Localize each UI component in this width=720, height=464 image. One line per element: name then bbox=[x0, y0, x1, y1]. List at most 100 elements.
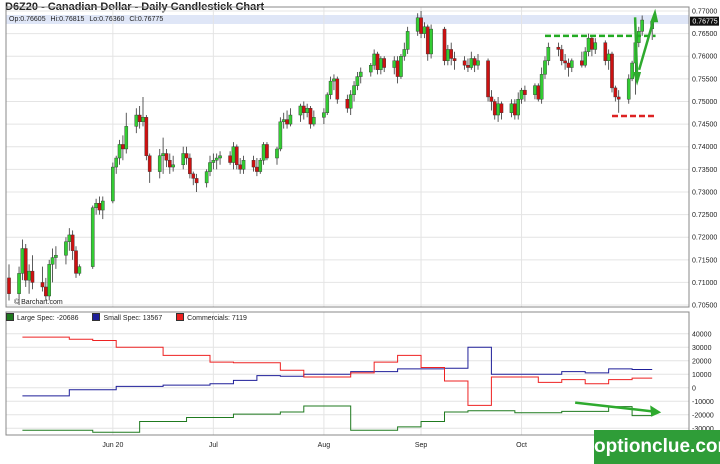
cot-series-line bbox=[22, 405, 653, 433]
brand-badge[interactable]: optionclue.com bbox=[594, 430, 720, 464]
candle bbox=[556, 42, 561, 57]
candle-body bbox=[499, 103, 504, 113]
price-grid bbox=[6, 7, 689, 435]
candle bbox=[305, 103, 309, 118]
cot-legend: Large Spec: -20686 Small Spec: 13567 Com… bbox=[6, 313, 259, 323]
candle bbox=[372, 49, 376, 70]
candle-body bbox=[258, 160, 263, 172]
x-ticks: Jun 20 Jul Aug Sep Oct bbox=[102, 442, 527, 449]
candle-body bbox=[157, 155, 162, 172]
price-y-tick-label: 0.74000 bbox=[692, 144, 717, 151]
candle bbox=[204, 169, 209, 188]
candle-body bbox=[559, 49, 564, 61]
candle bbox=[312, 110, 316, 127]
candle bbox=[466, 58, 470, 73]
candle bbox=[114, 155, 118, 174]
candle bbox=[44, 277, 48, 301]
x-tick-label: Jun 20 bbox=[102, 442, 123, 449]
candle-body bbox=[613, 87, 618, 98]
candle bbox=[533, 83, 537, 100]
candle-body bbox=[640, 19, 644, 32]
candle-body bbox=[167, 160, 172, 168]
legend-label-small-spec: Small Spec: 13567 bbox=[103, 315, 163, 322]
candle-body bbox=[429, 28, 433, 55]
candle-body bbox=[208, 162, 212, 172]
candle bbox=[211, 153, 216, 170]
ohlc-low: Lo:0.76360 bbox=[89, 16, 125, 23]
candle-body bbox=[345, 99, 350, 109]
price-y-tick-label: 0.72000 bbox=[692, 235, 717, 242]
candle bbox=[375, 51, 380, 75]
candle bbox=[194, 173, 199, 192]
candle-body bbox=[40, 282, 45, 288]
candle bbox=[603, 40, 608, 66]
candle-body bbox=[580, 60, 584, 66]
candle-body bbox=[251, 160, 256, 168]
candle bbox=[580, 51, 584, 68]
candle bbox=[415, 13, 420, 36]
candle bbox=[40, 266, 45, 292]
candle-body bbox=[358, 71, 363, 77]
candle-body bbox=[492, 101, 497, 116]
candle-body bbox=[281, 119, 286, 123]
candle-body bbox=[325, 94, 330, 113]
candle bbox=[278, 117, 283, 152]
x-tick-label: Jul bbox=[209, 442, 218, 449]
candle bbox=[563, 53, 567, 70]
candle bbox=[214, 153, 219, 170]
candle bbox=[261, 142, 266, 165]
candle bbox=[30, 255, 35, 290]
cot-arrow-head bbox=[650, 405, 662, 417]
candle-body bbox=[231, 146, 236, 163]
candle-body bbox=[114, 157, 118, 168]
candle bbox=[442, 26, 447, 66]
down-arrow-head bbox=[633, 72, 642, 86]
cot-y-tick-label: 20000 bbox=[692, 358, 712, 365]
candle-body bbox=[606, 53, 611, 61]
candle-body bbox=[616, 96, 621, 100]
candle-body bbox=[234, 146, 239, 166]
candle-body bbox=[241, 160, 246, 170]
legend-item-large-spec: Large Spec: -20686 bbox=[6, 313, 79, 324]
price-y-tick-label: 0.72500 bbox=[692, 212, 717, 219]
candle bbox=[77, 264, 82, 276]
down-arrow bbox=[633, 17, 639, 77]
candle-body bbox=[355, 76, 360, 86]
candle-body bbox=[486, 60, 490, 98]
legend-label-commercials: Commercials: 7119 bbox=[187, 315, 247, 322]
candle-body bbox=[124, 126, 129, 150]
candle-body bbox=[228, 155, 232, 163]
cot-grid bbox=[6, 333, 689, 429]
candle bbox=[164, 148, 169, 168]
candle-body bbox=[593, 42, 598, 50]
cot-series-line bbox=[22, 336, 653, 406]
legend-item-commercials: Commercials: 7119 bbox=[176, 313, 247, 324]
candle bbox=[392, 56, 397, 75]
candle bbox=[422, 22, 427, 39]
candle-body bbox=[415, 17, 420, 32]
candle bbox=[486, 58, 490, 102]
candle bbox=[124, 112, 129, 154]
candle bbox=[325, 92, 330, 116]
candle bbox=[379, 56, 383, 75]
candle bbox=[570, 58, 574, 73]
candle-body bbox=[523, 89, 527, 95]
candle-body bbox=[322, 112, 326, 118]
candle-body bbox=[375, 53, 380, 70]
candle-body bbox=[630, 62, 634, 80]
cot-y-tick-label: 0 bbox=[692, 385, 696, 392]
candle bbox=[496, 96, 500, 122]
candle-body bbox=[181, 153, 186, 166]
candle-body bbox=[94, 203, 98, 208]
cot-pane-frame bbox=[5, 311, 690, 436]
candle-body bbox=[188, 157, 192, 175]
candle-body bbox=[419, 17, 423, 34]
candle bbox=[285, 110, 289, 129]
candle-body bbox=[50, 257, 55, 265]
ohlc-close: Cl:0.76775 bbox=[129, 16, 164, 23]
candle-body bbox=[539, 74, 544, 100]
candle bbox=[369, 63, 373, 77]
candle-body bbox=[422, 26, 427, 34]
